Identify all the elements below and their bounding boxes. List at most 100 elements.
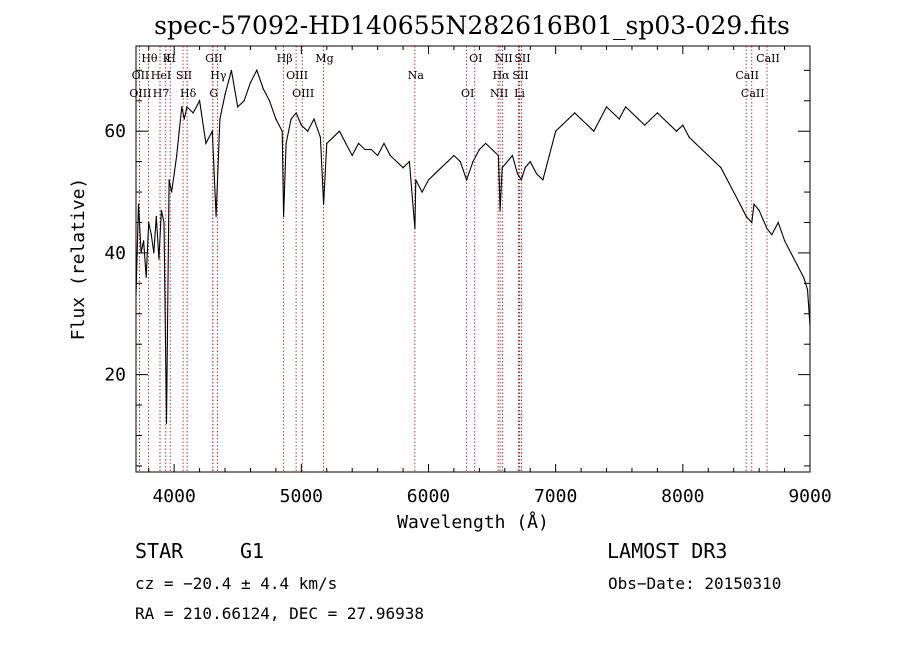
flux-point-10 (160, 209, 163, 211)
flux-point-101 (650, 118, 652, 120)
chart-title: spec-57092-HD140655N282616B01_sp03-029.f… (154, 11, 790, 40)
flux-point-126 (803, 276, 805, 278)
flux-point-122 (777, 221, 779, 224)
flux-point-45 (322, 203, 325, 205)
flux-point-95 (612, 112, 614, 114)
spectral-line-label-19: Hα (493, 69, 511, 82)
flux-point-63 (427, 179, 430, 181)
flux-point-117 (751, 221, 753, 224)
flux-point-41 (300, 124, 302, 126)
x-tick-label-4: 8000 (661, 486, 704, 507)
flux-point-116 (745, 215, 747, 217)
flux-point-77 (506, 161, 508, 163)
spectral-line-label-17: OI (461, 87, 474, 100)
flux-point-11 (163, 221, 165, 224)
flux-point-88 (567, 118, 569, 120)
flux-point-114 (733, 191, 735, 193)
flux-point-121 (771, 234, 773, 236)
flux-point-113 (726, 179, 728, 181)
flux-point-60 (414, 227, 416, 230)
flux-point-5 (148, 221, 150, 224)
spectral-line-label-12: Hβ (277, 52, 293, 65)
flux-point-57 (396, 161, 398, 163)
flux-point-106 (682, 124, 684, 126)
flux-point-72 (485, 142, 487, 144)
flux-point-8 (155, 215, 157, 217)
flux-point-68 (459, 161, 461, 163)
flux-point-58 (402, 167, 404, 169)
flux-point-96 (618, 118, 620, 120)
survey-name: LAMOST DR3 (607, 539, 727, 563)
flux-point-36 (281, 130, 283, 132)
flux-point-76 (501, 167, 503, 169)
flux-point-86 (555, 130, 557, 132)
x-tick-label-0: 4000 (152, 486, 195, 507)
x-tick-label-1: 5000 (280, 486, 323, 507)
flux-point-54 (377, 154, 379, 157)
flux-point-62 (421, 191, 423, 193)
spectral-line-label-6: H (166, 52, 176, 65)
flux-point-90 (580, 118, 582, 120)
spectral-line-label-16: Na (408, 69, 425, 82)
flux-point-44 (319, 136, 321, 138)
flux-point-92 (593, 130, 595, 132)
flux-point-59 (408, 161, 411, 163)
object-type: STAR (135, 539, 184, 563)
flux-point-78 (511, 154, 514, 157)
flux-point-1 (137, 203, 140, 205)
flux-point-91 (586, 124, 589, 126)
flux-point-71 (478, 148, 480, 151)
flux-point-42 (307, 130, 309, 132)
flux-point-16 (176, 154, 178, 157)
flux-point-27 (224, 94, 226, 96)
plot-frame (135, 45, 811, 473)
spectral-line-label-9: GII (205, 52, 222, 65)
spectral-line-label-26: CaII (741, 87, 765, 100)
coordinates: RA = 210.66124, DEC = 27.96938 (135, 604, 424, 623)
flux-point-83 (535, 173, 538, 175)
spectral-line-label-11: G (209, 87, 218, 100)
flux-point-89 (574, 112, 576, 114)
y-tick-label-0: 20 (104, 365, 126, 386)
flux-point-31 (249, 81, 252, 84)
velocity: cz = −20.4 ± 4.4 km/s (135, 574, 337, 593)
y-tick-label-1: 40 (104, 243, 126, 264)
flux-point-100 (644, 124, 646, 126)
x-tick-label-5: 9000 (788, 486, 831, 507)
flux-point-115 (739, 203, 741, 205)
flux-point-33 (262, 88, 264, 90)
flux-point-34 (268, 100, 271, 102)
flux-point-13 (168, 179, 170, 181)
flux-point-26 (219, 118, 221, 120)
flux-point-124 (790, 252, 792, 254)
flux-point-3 (143, 240, 145, 242)
flux-point-104 (669, 124, 671, 126)
flux-point-82 (529, 161, 531, 163)
obs-date: Obs−Date: 20150310 (608, 574, 781, 593)
y-tick-label-2: 60 (104, 121, 126, 142)
flux-point-25 (215, 215, 217, 217)
spectral-line-label-15: Mg (315, 52, 333, 65)
flux-point-97 (625, 106, 627, 108)
spectral-line-label-1: OII (132, 69, 150, 82)
flux-point-66 (446, 161, 449, 163)
flux-point-51 (357, 142, 360, 144)
flux-point-123 (783, 240, 786, 242)
flux-point-21 (192, 112, 194, 114)
x-axis-label: Wavelength (Å) (397, 511, 549, 533)
flux-point-14 (171, 191, 173, 193)
flux-point-52 (364, 148, 366, 151)
spectral-line-label-8: Hδ (180, 87, 197, 100)
flux-point-111 (714, 161, 716, 163)
flux-point-105 (675, 130, 678, 132)
spectral-line-label-27: CaII (756, 52, 780, 65)
spectral-line-label-10: Hγ (210, 69, 227, 82)
flux-point-109 (701, 148, 703, 151)
flux-point-28 (230, 69, 232, 71)
flux-point-70 (472, 161, 474, 163)
flux-point-35 (275, 118, 277, 120)
flux-point-38 (285, 142, 287, 144)
flux-point-30 (243, 100, 245, 102)
flux-point-56 (389, 154, 391, 157)
flux-point-12 (165, 422, 168, 424)
